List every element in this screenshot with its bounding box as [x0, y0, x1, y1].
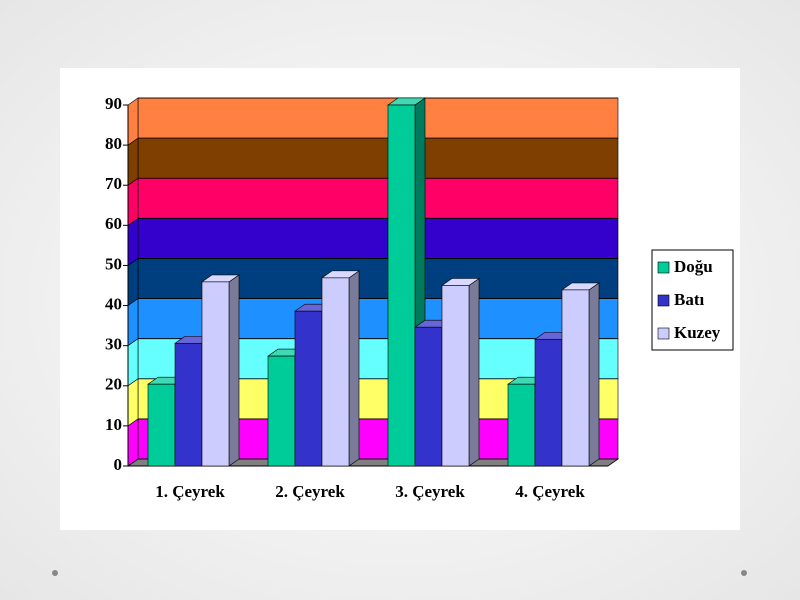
bar [441, 285, 470, 467]
legend-label: Kuzey [674, 323, 721, 342]
y-tick-label: 40 [105, 294, 122, 313]
y-tick-label: 50 [105, 254, 122, 273]
bar [414, 326, 443, 467]
side-wall-band [127, 378, 139, 427]
y-tick-label: 20 [105, 375, 122, 394]
bar [321, 277, 350, 467]
x-tick-label: 1. Çeyrek [155, 482, 225, 501]
wall-band [137, 137, 619, 179]
side-wall-band [127, 97, 139, 146]
legend-label: Batı [674, 290, 705, 309]
bar [534, 338, 563, 467]
y-tick-label: 70 [105, 174, 122, 193]
bar [267, 355, 296, 467]
wall-band [137, 177, 619, 219]
bar-side [228, 274, 240, 467]
x-tick-label: 2. Çeyrek [275, 482, 345, 501]
y-tick-label: 60 [105, 214, 122, 233]
side-wall-band [127, 338, 139, 387]
y-tick-label: 10 [105, 415, 122, 434]
bar [174, 342, 203, 467]
y-tick-label: 90 [105, 94, 122, 113]
slide-dot [741, 570, 747, 576]
wall-band [137, 218, 619, 259]
bar [387, 104, 416, 467]
bar-side [588, 282, 600, 467]
slide-dot [52, 570, 58, 576]
side-wall-band [127, 257, 139, 307]
side-wall-band [127, 297, 139, 347]
side-wall-band [127, 217, 139, 267]
y-tick-label: 80 [105, 134, 122, 153]
side-wall-band [127, 137, 139, 186]
legend-label: Doğu [674, 257, 713, 276]
x-tick-label: 4. Çeyrek [515, 482, 585, 501]
legend-swatch [657, 261, 670, 274]
y-tick-label: 30 [105, 335, 122, 354]
bar-side [468, 277, 480, 467]
bar [507, 383, 536, 467]
wall-band [137, 97, 619, 139]
bar [201, 281, 230, 467]
bar [147, 383, 176, 467]
x-tick-label: 3. Çeyrek [395, 482, 465, 501]
side-wall-band [127, 418, 139, 467]
bar-side [348, 270, 360, 467]
legend-swatch [657, 294, 670, 307]
y-tick-label: 0 [114, 455, 123, 474]
bar [294, 310, 323, 467]
side-wall-band [127, 177, 139, 226]
bar [561, 289, 590, 467]
legend-swatch [657, 327, 670, 340]
